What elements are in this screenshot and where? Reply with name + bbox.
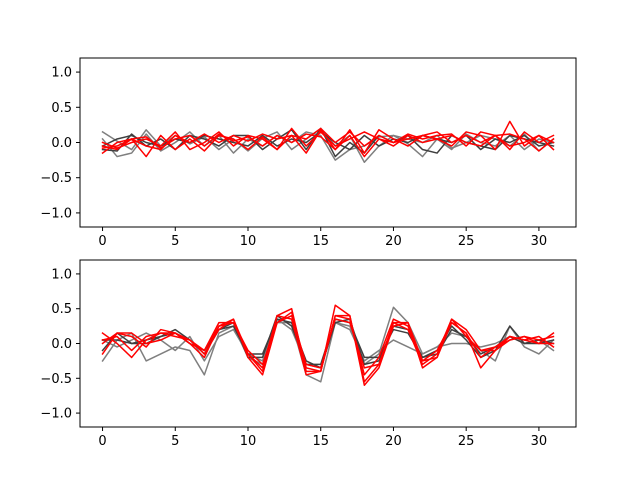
series-line-3	[101, 131, 555, 151]
series-line-4	[101, 304, 555, 383]
y-tick-label: 0.0	[51, 136, 72, 151]
axes-top: 0 5 10 15 20 25 30 1.0 0.5 0.0 −0.5 −1.0	[40, 57, 577, 249]
x-tick-label: 10	[240, 234, 257, 249]
series-group	[101, 120, 555, 163]
x-tick-label: 10	[240, 434, 257, 449]
x-tick-label: 20	[385, 234, 402, 249]
y-tick-label: −0.5	[40, 372, 72, 387]
y-tick-label: −0.5	[40, 171, 72, 186]
y-tick-label: 0.5	[51, 302, 72, 317]
y-tick-label: 1.0	[51, 267, 72, 282]
series-line-1	[101, 131, 555, 161]
x-tick-label: 20	[385, 434, 402, 449]
y-tick-label: −1.0	[40, 206, 72, 221]
y-tick-label: 0.5	[51, 101, 72, 116]
x-tick-label: 15	[312, 434, 329, 449]
x-tick-label: 25	[458, 234, 475, 249]
x-tick-label: 30	[531, 434, 548, 449]
y-tick-label: 0.0	[51, 337, 72, 352]
x-tick-label: 0	[98, 234, 106, 249]
x-tick-label: 25	[458, 434, 475, 449]
x-tick-label: 0	[98, 434, 106, 449]
x-tick-label: 5	[171, 234, 179, 249]
series-line-6	[101, 127, 555, 151]
series-line-7	[101, 314, 555, 369]
y-tick-label: 1.0	[51, 66, 72, 81]
x-tick-label: 30	[531, 234, 548, 249]
x-tick-label: 5	[171, 434, 179, 449]
series-line-5	[101, 131, 555, 158]
y-tick-label: −1.0	[40, 407, 72, 422]
axes-bottom: 0 5 10 15 20 25 30 1.0 0.5 0.0 −0.5 −1.0	[40, 259, 577, 449]
series-line-7	[101, 127, 555, 151]
x-tick-label: 15	[312, 234, 329, 249]
series-group	[101, 304, 555, 386]
